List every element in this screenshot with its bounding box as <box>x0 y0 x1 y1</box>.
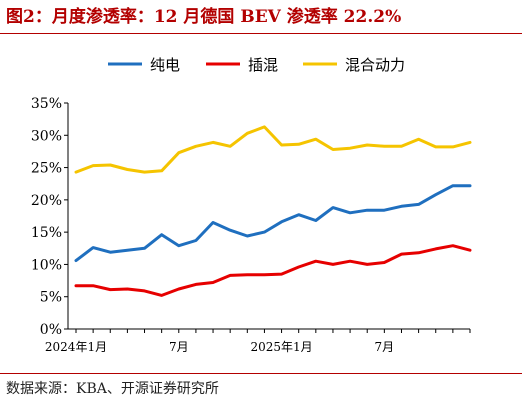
line-chart: 纯电 插混 混合动力 0% 5% 10% 15% 20% 25% 30% 35% 2024年1月 7月… <box>31 56 472 354</box>
y-tick-label: 20% <box>31 193 62 209</box>
y-tick-label: 5% <box>40 290 62 306</box>
y-tick-label: 25% <box>31 161 62 177</box>
series-line-1 <box>74 184 472 263</box>
x-tick-label: 2025年1月 <box>250 340 312 354</box>
x-tick-label: 7月 <box>375 340 395 354</box>
y-tick-label: 10% <box>31 257 62 273</box>
y-tick-label: 30% <box>31 128 62 144</box>
legend-label-1: 纯电 <box>150 56 180 74</box>
axes: 0% 5% 10% 15% 20% 25% 30% 35% 2024年1月 7月 2025年1月 7月 <box>31 96 471 354</box>
source-note: 数据来源：KBA、开源证券研究所 <box>6 381 219 397</box>
y-tick-label: 15% <box>31 225 62 241</box>
title-divider <box>0 33 522 34</box>
legend: 纯电 插混 混合动力 <box>108 56 405 74</box>
legend-label-3: 混合动力 <box>345 56 405 74</box>
series-line-3 <box>74 125 472 174</box>
figure-title: 图2：月度渗透率：12 月德国 BEV 渗透率 22.2% <box>6 7 402 27</box>
series-layer <box>74 125 472 297</box>
series-line-2 <box>74 244 472 297</box>
y-tick-label: 35% <box>31 96 62 112</box>
legend-label-2: 插混 <box>248 56 278 74</box>
x-tick-label: 2024年1月 <box>45 340 107 354</box>
y-tick-label: 0% <box>40 322 62 338</box>
x-tick-label: 7月 <box>169 340 189 354</box>
bottom-divider <box>0 373 522 374</box>
